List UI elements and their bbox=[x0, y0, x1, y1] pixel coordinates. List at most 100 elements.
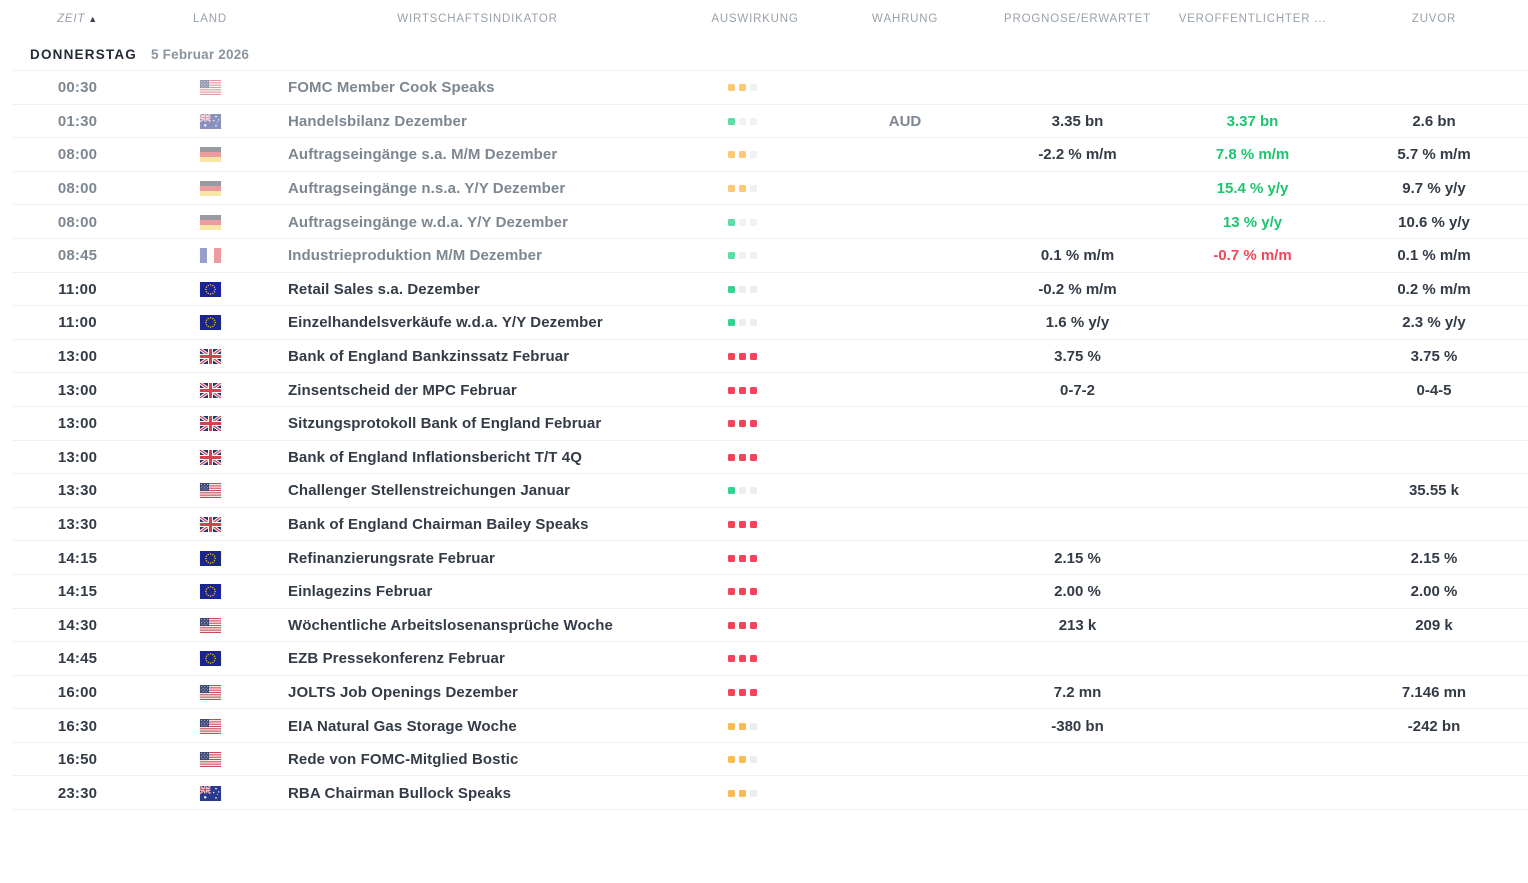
calendar-row[interactable]: 13:00 Bank of England Bankzinssatz Febru… bbox=[0, 340, 1528, 374]
event-time: 11:00 bbox=[58, 314, 97, 332]
column-header-previous[interactable]: ZUVOR bbox=[1411, 13, 1457, 25]
column-header-indicator[interactable]: WIRTSCHAFTSINDIKATOR bbox=[397, 13, 558, 25]
forecast-value: -380 bn bbox=[1051, 717, 1104, 735]
calendar-column-header: ZEIT ▲ LAND WIRTSCHAFTSINDIKATOR AUSWIRKU… bbox=[0, 0, 1528, 38]
calendar-row[interactable]: 08:00 Auftragseingänge w.d.a. Y/Y Dezemb… bbox=[0, 205, 1528, 239]
calendar-row[interactable]: 16:50 Rede von FOMC-Mitglied Bostic bbox=[0, 743, 1528, 777]
gb-flag-icon bbox=[199, 349, 221, 365]
previous-value: 5.7 % m/m bbox=[1397, 146, 1471, 164]
country-cell bbox=[155, 617, 265, 633]
event-indicator: EZB Pressekonferenz Februar bbox=[288, 650, 505, 668]
event-time: 14:15 bbox=[57, 583, 98, 601]
event-time: 08:00 bbox=[57, 180, 98, 198]
column-header-currency[interactable]: WÄHRUNG bbox=[871, 13, 939, 25]
calendar-row[interactable]: 00:30 FOMC Member Cook Speaks bbox=[0, 71, 1528, 105]
impact-indicator bbox=[690, 252, 820, 260]
impact-dot-red bbox=[750, 621, 757, 629]
de-flag-icon bbox=[199, 181, 221, 197]
country-cell bbox=[155, 315, 265, 331]
forecast-value: 1.6 % y/y bbox=[1045, 314, 1110, 332]
calendar-row[interactable]: 23:30 RBA Chairman Bullock Speaks bbox=[0, 776, 1528, 810]
impact-indicator bbox=[690, 789, 820, 797]
event-indicator: Bank of England Bankzinssatz Februar bbox=[288, 348, 570, 366]
calendar-row[interactable]: 14:45 EZB Pressekonferenz Februar bbox=[0, 642, 1528, 676]
event-indicator: RBA Chairman Bullock Speaks bbox=[288, 784, 512, 802]
calendar-row[interactable]: 08:45 Industrieproduktion M/M Dezember 0… bbox=[0, 239, 1528, 273]
impact-indicator bbox=[690, 453, 820, 461]
eu-flag-icon bbox=[199, 651, 221, 667]
impact-dot-green bbox=[728, 252, 735, 260]
previous-value: 0.2 % m/m bbox=[1397, 280, 1471, 298]
country-cell bbox=[155, 80, 265, 96]
event-indicator: Auftragseingänge w.d.a. Y/Y Dezember bbox=[288, 213, 569, 231]
impact-dot-orange bbox=[728, 756, 735, 764]
calendar-row[interactable]: 13:00 Bank of England Inflationsbericht … bbox=[0, 441, 1528, 475]
impact-dot-red bbox=[728, 621, 735, 629]
calendar-row[interactable]: 13:30 Bank of England Chairman Bailey Sp… bbox=[0, 508, 1528, 542]
column-header-forecast[interactable]: PROGNOSE/ERWARTET bbox=[1004, 13, 1151, 25]
impact-indicator bbox=[690, 722, 820, 730]
calendar-row[interactable]: 14:30 Wöchentliche Arbeitslosenansprüche… bbox=[0, 609, 1528, 643]
impact-dot-red bbox=[750, 353, 757, 361]
column-header-time[interactable]: ZEIT ▲ bbox=[0, 13, 155, 25]
calendar-row[interactable]: 14:15 Einlagezins Februar 2.00 % 2.00 % bbox=[0, 575, 1528, 609]
event-indicator: Zinsentscheid der MPC Februar bbox=[288, 381, 517, 399]
column-header-impact[interactable]: AUSWIRKUNG bbox=[711, 13, 799, 25]
impact-dot-orange bbox=[739, 789, 746, 797]
impact-indicator bbox=[690, 117, 820, 125]
column-header-published[interactable]: VERÖFFENTLICHTER ... bbox=[1178, 13, 1327, 25]
impact-indicator bbox=[690, 151, 820, 159]
event-time: 01:30 bbox=[57, 112, 98, 130]
calendar-row[interactable]: 01:30 Handelsbilanz Dezember AUD 3.35 bn… bbox=[0, 105, 1528, 139]
calendar-row[interactable]: 16:00 JOLTS Job Openings Dezember 7.2 mn… bbox=[0, 676, 1528, 710]
calendar-row[interactable]: 16:30 EIA Natural Gas Storage Woche -380… bbox=[0, 709, 1528, 743]
event-time: 23:30 bbox=[57, 784, 98, 802]
calendar-row[interactable]: 08:00 Auftragseingänge n.s.a. Y/Y Dezemb… bbox=[0, 172, 1528, 206]
impact-dot-orange bbox=[728, 789, 735, 797]
impact-dot-neutral bbox=[739, 218, 746, 226]
impact-indicator bbox=[690, 185, 820, 193]
date-header-day: DONNERSTAG bbox=[30, 47, 138, 62]
previous-value: -242 bn bbox=[1407, 717, 1461, 735]
de-flag-icon bbox=[199, 214, 221, 230]
impact-dot-red bbox=[739, 588, 746, 596]
sort-ascending-icon: ▲ bbox=[88, 14, 98, 24]
impact-dot-neutral bbox=[750, 722, 757, 730]
impact-dot-green bbox=[728, 218, 735, 226]
impact-indicator bbox=[690, 487, 820, 495]
event-indicator: Bank of England Inflationsbericht T/T 4Q bbox=[288, 448, 583, 466]
event-indicator: Auftragseingänge n.s.a. Y/Y Dezember bbox=[288, 180, 566, 198]
previous-value: 9.7 % y/y bbox=[1402, 180, 1466, 198]
event-indicator: Einlagezins Februar bbox=[288, 583, 433, 601]
impact-indicator bbox=[690, 621, 820, 629]
impact-indicator bbox=[690, 386, 820, 394]
gb-flag-icon bbox=[199, 449, 221, 465]
country-cell bbox=[155, 517, 265, 533]
country-cell bbox=[155, 483, 265, 499]
calendar-row[interactable]: 11:00 Einzelhandelsverkäufe w.d.a. Y/Y D… bbox=[0, 306, 1528, 340]
eu-flag-icon bbox=[199, 584, 221, 600]
event-time: 13:00 bbox=[57, 348, 98, 366]
country-cell bbox=[155, 382, 265, 398]
calendar-row[interactable]: 13:30 Challenger Stellenstreichungen Jan… bbox=[0, 474, 1528, 508]
calendar-row[interactable]: 08:00 Auftragseingänge s.a. M/M Dezember… bbox=[0, 138, 1528, 172]
event-time: 08:00 bbox=[57, 146, 98, 164]
column-header-time-label: ZEIT bbox=[57, 13, 86, 25]
calendar-row[interactable]: 13:00 Zinsentscheid der MPC Februar 0-7-… bbox=[0, 373, 1528, 407]
previous-value: 0-4-5 bbox=[1416, 381, 1452, 399]
forecast-value: 0-7-2 bbox=[1059, 381, 1096, 399]
column-header-country[interactable]: LAND bbox=[193, 13, 227, 25]
calendar-row[interactable]: 11:00 Retail Sales s.a. Dezember -0.2 % … bbox=[0, 273, 1528, 307]
previous-value: 209 k bbox=[1415, 616, 1453, 634]
event-indicator: Sitzungsprotokoll Bank of England Februa… bbox=[288, 415, 602, 433]
calendar-row[interactable]: 14:15 Refinanzierungsrate Februar 2.15 %… bbox=[0, 541, 1528, 575]
eu-flag-icon bbox=[199, 315, 221, 331]
forecast-value: 0.1 % m/m bbox=[1040, 247, 1115, 265]
impact-indicator bbox=[690, 588, 820, 596]
calendar-row[interactable]: 13:00 Sitzungsprotokoll Bank of England … bbox=[0, 407, 1528, 441]
previous-value: 7.146 mn bbox=[1401, 683, 1467, 701]
us-flag-icon bbox=[199, 718, 221, 734]
calendar-rows: 00:30 FOMC Member Cook Speaks 01:30 Hand… bbox=[0, 71, 1528, 810]
previous-value: 35.55 k bbox=[1408, 482, 1460, 500]
country-cell bbox=[155, 449, 265, 465]
